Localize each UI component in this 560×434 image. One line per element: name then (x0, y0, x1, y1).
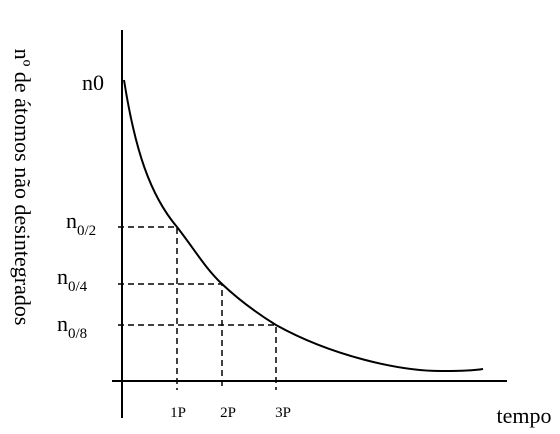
level-label: n0/8 (57, 311, 87, 342)
level-base: n (57, 311, 68, 336)
guide-eighth (118, 324, 277, 390)
level-base: n (66, 208, 77, 233)
period-label: 3P (275, 405, 291, 421)
x-axis-label: tempo (497, 403, 552, 428)
level-base: n (57, 264, 68, 289)
period-label: 1P (170, 405, 186, 421)
y-axis-label: nº de átomos não desintegrados (10, 49, 35, 326)
level-label: n0/2 (66, 208, 96, 239)
level-label: n0/4 (57, 264, 88, 295)
n0-label: n0 (82, 70, 104, 95)
level-sub: 0/4 (68, 279, 88, 295)
period-label: 2P (220, 405, 236, 421)
guide-half (118, 226, 178, 390)
guide-quarter (118, 283, 223, 390)
decay-curve (123, 79, 484, 373)
level-sub: 0/8 (68, 326, 87, 342)
level-sub: 0/2 (77, 223, 96, 239)
